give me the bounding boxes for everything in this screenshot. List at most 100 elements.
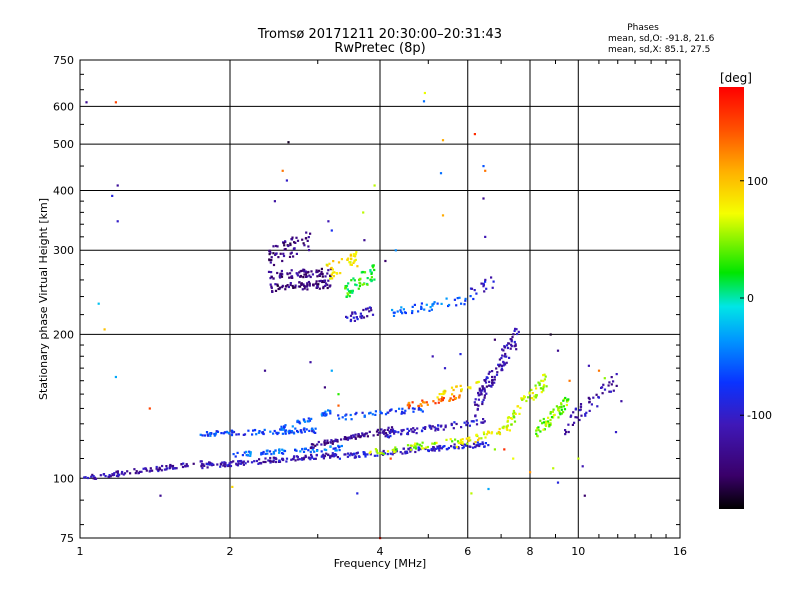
echo-point <box>261 431 265 434</box>
scatter-point <box>597 369 601 372</box>
echo-point <box>503 345 506 348</box>
echo-point <box>386 453 389 456</box>
echo-point <box>362 316 366 319</box>
echo-point <box>463 421 466 424</box>
echo-point <box>262 460 265 464</box>
echo-point <box>399 451 402 454</box>
echo-point <box>267 270 271 273</box>
echo-point <box>371 266 375 269</box>
echo-point <box>458 296 461 299</box>
echo-point <box>157 468 160 471</box>
echo-point <box>241 461 244 464</box>
echo-point <box>149 469 152 472</box>
echo-point <box>311 456 314 459</box>
echo-point <box>303 273 306 276</box>
echo-point <box>296 274 300 277</box>
echo-point <box>210 464 213 467</box>
echo-point <box>530 388 533 391</box>
echo-point <box>550 416 554 419</box>
echo-point <box>433 426 436 429</box>
echo-point <box>317 269 321 272</box>
scatter-point <box>620 400 623 403</box>
echo-point <box>523 395 526 398</box>
echo-point <box>288 432 291 435</box>
echo-point <box>503 362 506 365</box>
echo-point <box>354 413 357 416</box>
echo-point <box>222 464 225 467</box>
echo-point <box>303 427 306 430</box>
echo-point <box>311 446 314 449</box>
scatter-point <box>568 379 571 382</box>
echo-point <box>442 445 445 448</box>
echo-point <box>286 284 289 287</box>
echo-point <box>352 434 355 437</box>
x-axis-ticks: 1 2 4 6 8 10 16 <box>77 60 687 558</box>
echo-point <box>475 419 478 422</box>
echo-point <box>563 398 566 401</box>
echo-point <box>542 374 545 377</box>
scatter-point <box>111 194 114 197</box>
echo-point <box>291 458 294 461</box>
echo-point <box>511 335 514 339</box>
echo-point <box>465 420 468 423</box>
echo-point <box>480 437 483 440</box>
echo-point <box>389 435 392 438</box>
echo-point <box>500 367 503 370</box>
echo-point <box>383 452 387 455</box>
echo-point <box>534 384 537 387</box>
echo-point <box>491 381 494 384</box>
echo-point <box>83 476 86 479</box>
echo-point <box>571 423 574 426</box>
echo-point <box>432 446 435 449</box>
echo-point <box>321 275 324 278</box>
echo-point <box>308 419 312 422</box>
echo-point <box>391 453 394 456</box>
echo-point <box>414 447 418 450</box>
echo-point <box>200 463 204 466</box>
echo-point <box>389 430 392 433</box>
echo-point <box>299 275 302 278</box>
echo-point <box>364 432 368 435</box>
echo-point <box>266 452 269 455</box>
echo-point <box>570 414 573 417</box>
scatter-point <box>103 328 106 331</box>
echo-point <box>311 428 314 431</box>
echo-point <box>481 385 484 388</box>
echo-point <box>329 274 332 278</box>
echo-point <box>316 285 319 288</box>
echo-point <box>258 430 261 433</box>
echo-point <box>221 461 224 464</box>
echo-point <box>443 392 446 395</box>
scatter-point <box>337 393 340 396</box>
echo-point <box>420 409 423 412</box>
echo-point <box>592 396 595 399</box>
echo-point <box>284 432 287 435</box>
echo-point <box>514 343 517 346</box>
scatter-point <box>484 235 487 238</box>
echo-point <box>351 453 354 456</box>
echo-point <box>331 271 334 274</box>
scatter-point <box>503 448 506 451</box>
echo-point <box>301 457 304 460</box>
echo-point <box>116 470 119 473</box>
echo-point <box>149 467 152 470</box>
echo-point <box>464 299 467 302</box>
scatter-point <box>614 431 618 434</box>
echo-point <box>300 282 303 285</box>
echo-point <box>285 460 288 463</box>
echo-point <box>137 472 140 475</box>
echo-point <box>308 274 311 277</box>
echo-point <box>535 387 538 390</box>
y-tick-label: 75 <box>60 532 74 545</box>
echo-point <box>272 459 275 462</box>
echo-point <box>288 276 291 279</box>
echo-point <box>281 432 284 435</box>
echo-point <box>482 282 485 285</box>
echo-point <box>290 458 293 461</box>
echo-point <box>319 272 322 275</box>
echo-point <box>459 384 462 387</box>
echo-point <box>135 470 138 473</box>
echo-point <box>161 464 164 468</box>
scatter-point <box>482 197 485 200</box>
echo-point <box>289 272 292 275</box>
